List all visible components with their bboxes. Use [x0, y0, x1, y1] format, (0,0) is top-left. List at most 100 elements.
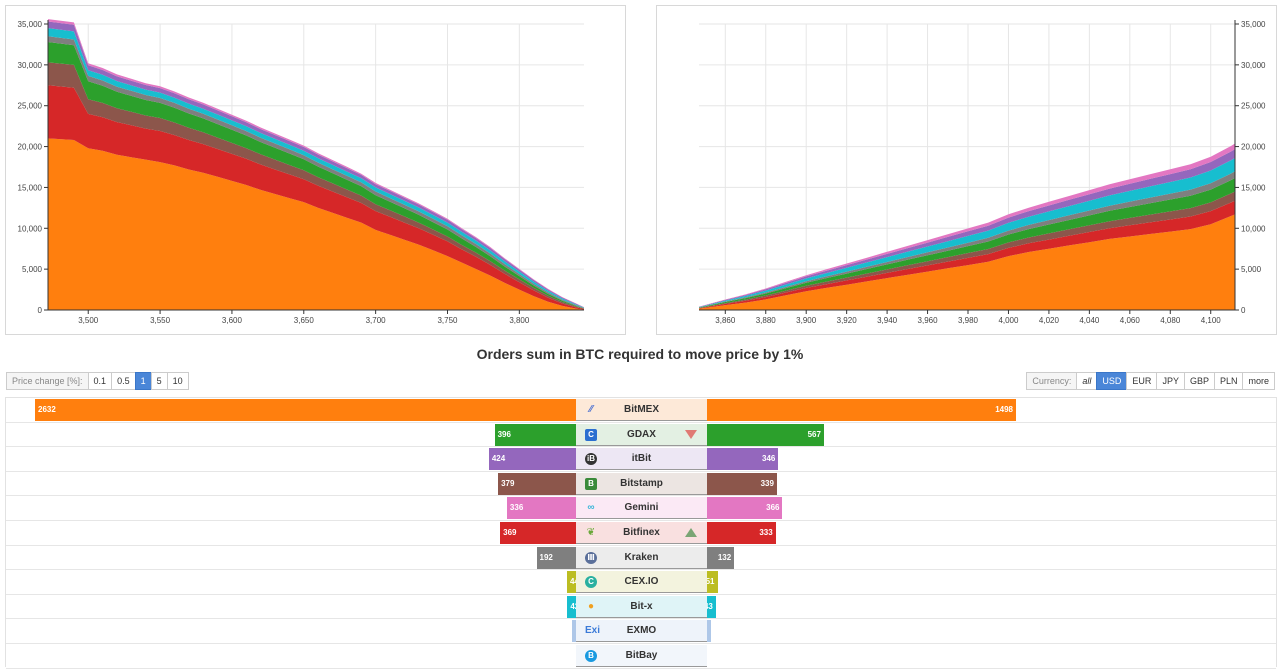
- bid-bar: 2632: [35, 399, 576, 421]
- bitmex-icon: ⁄⁄: [589, 404, 593, 415]
- y-tick-label: 5,000: [22, 265, 43, 274]
- price-change-option-1[interactable]: 1: [134, 372, 152, 390]
- itbit-icon: iB: [585, 453, 597, 466]
- currency-label: Currency:: [1026, 372, 1078, 390]
- bid-bar-value: 369: [503, 528, 517, 537]
- x-tick-label: 3,960: [918, 316, 939, 325]
- ask-bar-value: 567: [807, 429, 821, 439]
- exchange-row: 2632 1498 ⁄⁄ BitMEX: [6, 398, 1276, 423]
- y-tick-label: 30,000: [18, 61, 43, 70]
- exchange-label[interactable]: ⁄⁄ BitMEX: [576, 399, 707, 421]
- asks-depth-chart: 0 5,000 10,000 15,000 20,000 25,000 30,000 35,0…: [656, 5, 1277, 335]
- ask-bar-value: 1498: [995, 405, 1013, 414]
- bid-bar-value: 2632: [38, 405, 56, 414]
- ask-bar: 339: [707, 472, 777, 495]
- ask-bar: 43: [703, 595, 716, 618]
- bids-depth-chart: 0 5,000 10,000 15,000 20,000 25,000 30,000 35,0…: [5, 5, 626, 335]
- y-tick-label: 35,000: [1241, 20, 1266, 29]
- ask-bar: 333: [707, 522, 776, 544]
- exmo-icon: Exi: [585, 625, 601, 637]
- exchange-name: EXMO: [626, 625, 657, 637]
- exchange-name: BitBay: [625, 650, 658, 661]
- ask-bar: [707, 620, 711, 643]
- x-tick-label: 3,600: [222, 316, 243, 325]
- x-tick-label: 3,650: [294, 316, 315, 325]
- currency-option-eur[interactable]: EUR: [1126, 372, 1158, 390]
- exchange-name: GDAX: [627, 428, 656, 440]
- y-tick-label: 5,000: [1241, 265, 1262, 274]
- bid-bar-value: 336: [509, 503, 524, 513]
- y-tick-label: 0: [1241, 306, 1246, 315]
- currency-option-jpy[interactable]: JPY: [1156, 372, 1185, 390]
- x-tick-label: 3,800: [509, 316, 530, 325]
- price-change-option-5[interactable]: 5: [150, 372, 168, 390]
- ask-bar: 132: [707, 546, 735, 569]
- bid-bar-value: 42: [570, 601, 580, 611]
- exchange-row: 396 567 C GDAX: [6, 423, 1276, 448]
- exchange-name: Kraken: [624, 551, 659, 563]
- x-tick-label: 3,940: [877, 316, 898, 325]
- x-tick-label: 4,100: [1201, 316, 1222, 325]
- exchange-name: itBit: [631, 453, 652, 465]
- exchange-label[interactable]: B BitBay: [576, 645, 707, 667]
- bid-bar: 396: [494, 423, 576, 446]
- bid-bar-value: 44: [569, 577, 579, 587]
- currency-option-usd[interactable]: USD: [1096, 372, 1128, 390]
- currency-selector: Currency: all USD EUR JPY GBP PLN more: [1026, 372, 1275, 390]
- currency-option-all[interactable]: all: [1076, 372, 1098, 390]
- ask-bar: 346: [707, 448, 779, 471]
- exchange-label[interactable]: B Bitstamp: [576, 472, 707, 495]
- exchange-label[interactable]: ∞ Gemini: [576, 497, 707, 520]
- currency-option-gbp[interactable]: GBP: [1183, 372, 1215, 390]
- y-tick-label: 0: [38, 306, 43, 315]
- y-tick-label: 25,000: [18, 102, 43, 111]
- exchange-label[interactable]: Ⅲ Kraken: [576, 546, 707, 569]
- x-tick-label: 4,080: [1160, 316, 1181, 325]
- exchange-label[interactable]: Exi EXMO: [576, 620, 707, 643]
- exchange-label[interactable]: iB itBit: [576, 448, 707, 471]
- bid-bar-value: 396: [497, 429, 511, 439]
- price-change-option-10[interactable]: 10: [166, 372, 189, 390]
- price-change-option-0-1[interactable]: 0.1: [87, 372, 113, 390]
- bid-bar: 424: [488, 448, 576, 471]
- bid-bar-value: 192: [539, 552, 553, 562]
- x-tick-label: 4,060: [1120, 316, 1141, 325]
- bid-bar: [572, 620, 576, 643]
- ask-bar-value: 51: [705, 577, 715, 587]
- depth-series-1: [48, 85, 584, 310]
- exchange-label[interactable]: ❦ Bitfinex: [576, 522, 707, 544]
- currency-option-pln[interactable]: PLN: [1213, 372, 1244, 390]
- bitfinex-icon: ❦: [586, 527, 596, 538]
- asks-depth-chart-svg: 0 5,000 10,000 15,000 20,000 25,000 30,000 35,0…: [699, 20, 1266, 325]
- currency-option-more[interactable]: more: [1242, 372, 1275, 390]
- x-tick-label: 3,750: [437, 316, 458, 325]
- price-change-selector: Price change [%]: 0.1 0.5 1 5 10: [6, 372, 189, 390]
- bids-depth-chart-svg: 0 5,000 10,000 15,000 20,000 25,000 30,000 35,0…: [18, 19, 584, 325]
- y-tick-label: 20,000: [1241, 143, 1266, 152]
- exchange-label[interactable]: ● Bit-x: [576, 595, 707, 618]
- price-change-option-0-5[interactable]: 0.5: [111, 372, 136, 390]
- bitbay-icon: B: [585, 650, 597, 662]
- x-tick-label: 3,980: [958, 316, 979, 325]
- y-tick-label: 30,000: [1241, 61, 1266, 70]
- exchange-row: 424 346 iB itBit: [6, 447, 1276, 472]
- exchange-row: 44 51 C CEX.IO: [6, 570, 1276, 595]
- exchange-label[interactable]: C CEX.IO: [576, 571, 707, 594]
- exchange-name: BitMEX: [624, 404, 659, 415]
- exchange-row: 336 366 ∞ Gemini: [6, 496, 1276, 521]
- ask-bar: 567: [707, 423, 824, 446]
- ask-bar: 1498: [707, 399, 1016, 421]
- x-tick-label: 3,920: [837, 316, 858, 325]
- ask-bar-value: 333: [759, 528, 773, 537]
- x-tick-label: 3,500: [78, 316, 99, 325]
- exchange-label[interactable]: C GDAX: [576, 423, 707, 446]
- exchange-row: 379 339 B Bitstamp: [6, 472, 1276, 497]
- exchange-row: 42 43 ● Bit-x: [6, 595, 1276, 620]
- ask-bar: 51: [705, 571, 718, 594]
- ask-bar-value: 43: [703, 601, 713, 611]
- gemini-icon: ∞: [587, 502, 595, 514]
- depth-series-3: [48, 42, 584, 309]
- x-tick-label: 4,020: [1039, 316, 1060, 325]
- y-tick-label: 10,000: [1241, 224, 1266, 233]
- x-tick-label: 3,880: [756, 316, 777, 325]
